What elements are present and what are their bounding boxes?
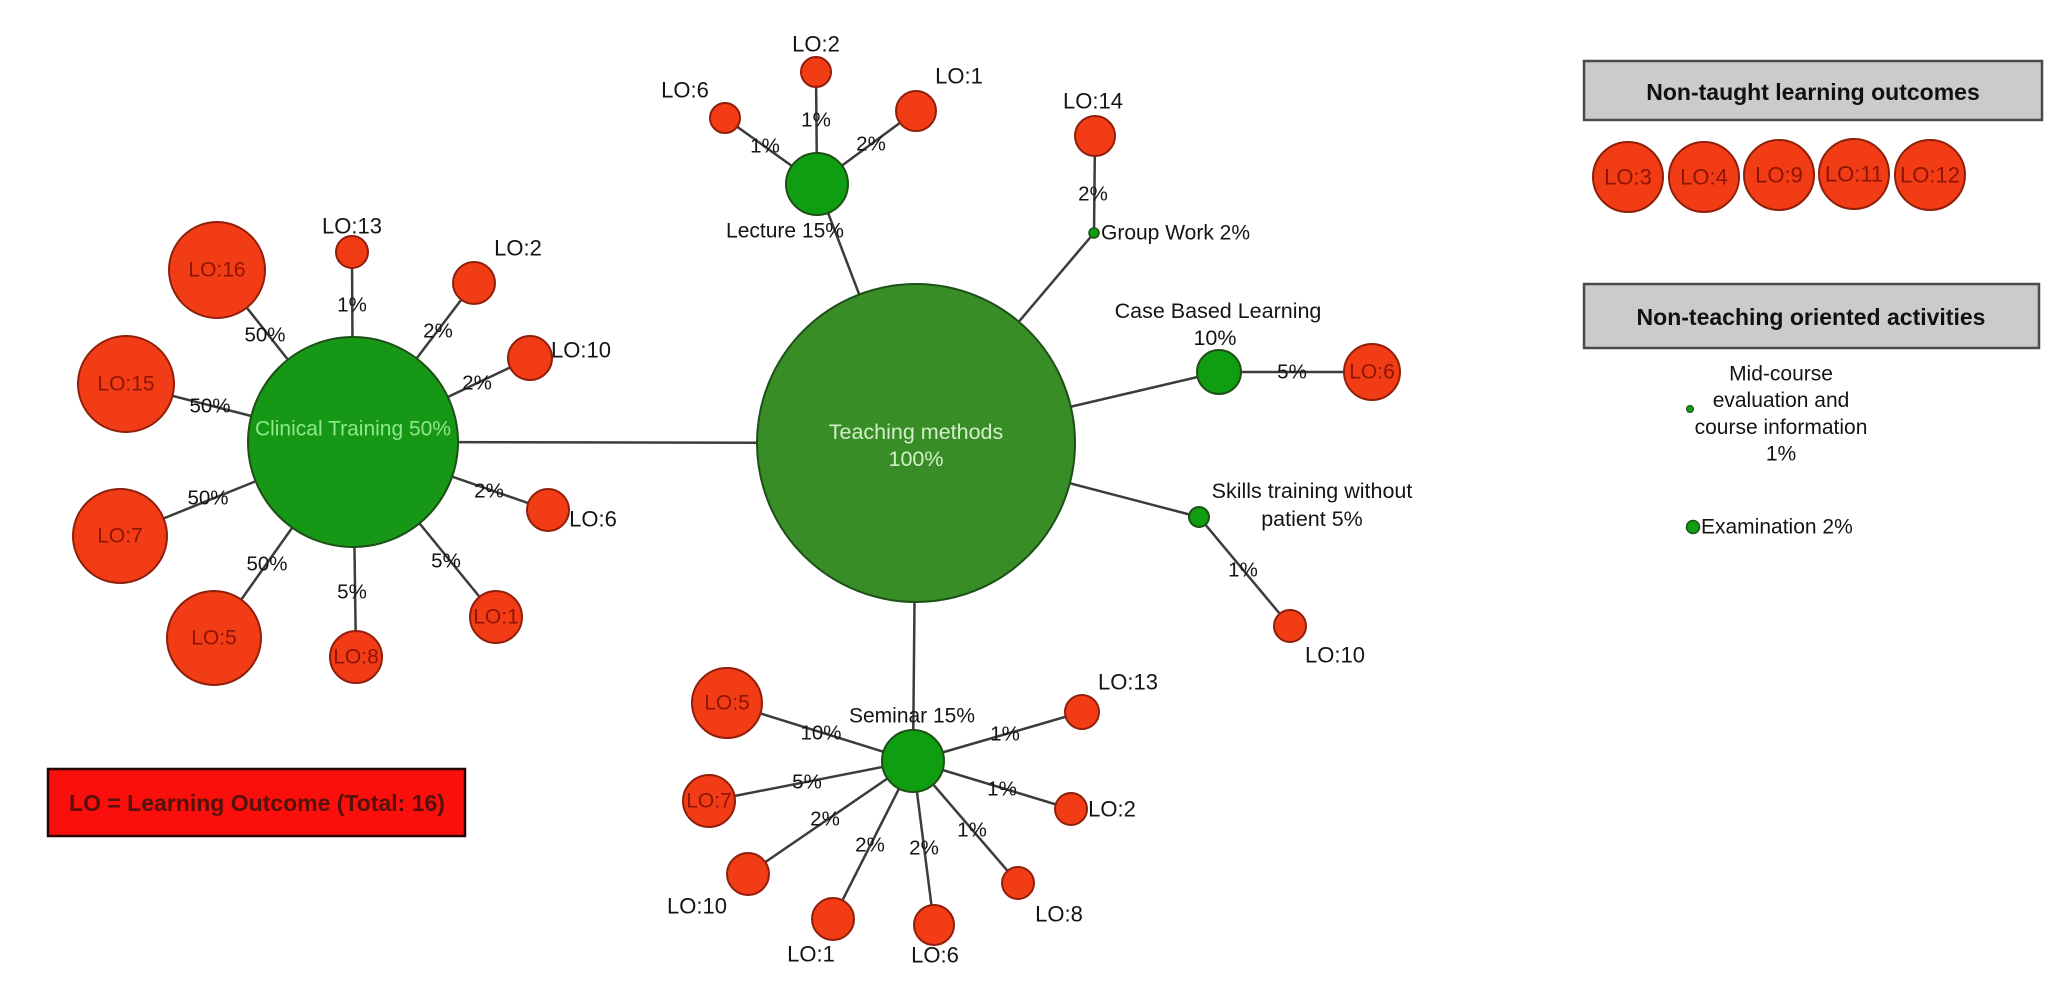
svg-text:LO:6: LO:6 xyxy=(661,78,709,103)
svg-text:5%: 5% xyxy=(431,550,461,573)
svg-text:2%: 2% xyxy=(909,837,939,860)
svg-text:LO:13: LO:13 xyxy=(1098,670,1158,695)
svg-text:LO:1: LO:1 xyxy=(473,606,519,629)
svg-text:patient 5%: patient 5% xyxy=(1261,507,1363,531)
svg-text:LO:14: LO:14 xyxy=(1063,89,1123,114)
svg-text:LO:8: LO:8 xyxy=(1035,902,1083,927)
svg-text:Lecture 15%: Lecture 15% xyxy=(726,220,844,243)
svg-text:Examination 2%: Examination 2% xyxy=(1701,516,1853,539)
svg-text:2%: 2% xyxy=(1078,183,1108,206)
svg-text:50%: 50% xyxy=(244,324,285,347)
svg-text:LO:6: LO:6 xyxy=(911,943,959,968)
svg-text:50%: 50% xyxy=(246,553,287,576)
svg-text:Seminar 15%: Seminar 15% xyxy=(849,705,975,728)
svg-text:LO:5: LO:5 xyxy=(704,692,750,715)
svg-text:LO:3: LO:3 xyxy=(1604,165,1652,190)
svg-text:LO:2: LO:2 xyxy=(1088,797,1136,822)
svg-text:2%: 2% xyxy=(423,320,453,343)
svg-text:LO:10: LO:10 xyxy=(667,894,727,919)
svg-text:5%: 5% xyxy=(792,771,822,794)
svg-text:2%: 2% xyxy=(462,372,492,395)
svg-text:50%: 50% xyxy=(187,487,228,510)
svg-text:LO:12: LO:12 xyxy=(1900,163,1960,188)
svg-text:LO:10: LO:10 xyxy=(551,338,611,363)
svg-text:LO:8: LO:8 xyxy=(333,646,379,669)
svg-text:1%: 1% xyxy=(337,294,367,317)
svg-text:LO:1: LO:1 xyxy=(787,942,835,967)
svg-text:LO:7: LO:7 xyxy=(97,525,143,548)
svg-text:LO:13: LO:13 xyxy=(322,214,382,239)
svg-text:LO:6: LO:6 xyxy=(1349,361,1395,384)
svg-text:Clinical Training 50%: Clinical Training 50% xyxy=(255,418,451,441)
svg-text:LO:11: LO:11 xyxy=(1825,162,1883,187)
svg-text:LO:10: LO:10 xyxy=(1305,643,1365,668)
svg-text:10%: 10% xyxy=(800,722,841,745)
svg-text:LO:16: LO:16 xyxy=(188,259,245,282)
svg-text:LO:2: LO:2 xyxy=(792,32,840,57)
svg-text:Group Work 2%: Group Work 2% xyxy=(1101,222,1250,245)
svg-text:Case Based Learning: Case Based Learning xyxy=(1115,299,1322,323)
svg-text:100%: 100% xyxy=(889,447,944,471)
svg-text:Non-taught learning outcomes: Non-taught learning outcomes xyxy=(1646,79,1980,105)
svg-text:1%: 1% xyxy=(987,778,1017,801)
svg-text:50%: 50% xyxy=(189,395,230,418)
svg-text:1%: 1% xyxy=(990,723,1020,746)
svg-text:LO:6: LO:6 xyxy=(569,507,617,532)
svg-text:Mid-course: Mid-course xyxy=(1729,363,1833,386)
svg-text:5%: 5% xyxy=(337,581,367,604)
svg-text:LO:9: LO:9 xyxy=(1755,163,1803,188)
svg-text:LO:2: LO:2 xyxy=(494,236,542,261)
svg-text:LO:15: LO:15 xyxy=(97,373,154,396)
svg-text:LO:5: LO:5 xyxy=(191,627,237,650)
svg-text:1%: 1% xyxy=(1766,443,1796,466)
svg-text:10%: 10% xyxy=(1193,326,1236,350)
svg-text:LO:7: LO:7 xyxy=(686,790,732,813)
svg-text:LO:4: LO:4 xyxy=(1680,165,1728,190)
svg-text:evaluation and: evaluation and xyxy=(1713,389,1850,412)
svg-text:LO = Learning Outcome (Total:: LO = Learning Outcome (Total: 16) xyxy=(69,790,445,816)
svg-text:2%: 2% xyxy=(855,834,885,857)
svg-text:2%: 2% xyxy=(856,133,886,156)
svg-text:LO:1: LO:1 xyxy=(935,64,983,89)
svg-text:2%: 2% xyxy=(810,808,840,831)
svg-text:Non-teaching oriented activiti: Non-teaching oriented activities xyxy=(1637,304,1986,330)
svg-text:course information: course information xyxy=(1695,416,1868,439)
svg-text:2%: 2% xyxy=(474,480,504,503)
svg-text:1%: 1% xyxy=(1228,559,1258,582)
svg-text:1%: 1% xyxy=(957,819,987,842)
svg-text:1%: 1% xyxy=(801,109,831,132)
svg-text:1%: 1% xyxy=(750,135,780,158)
svg-text:5%: 5% xyxy=(1277,361,1307,384)
svg-text:Skills training without: Skills training without xyxy=(1212,479,1413,503)
svg-text:Teaching methods: Teaching methods xyxy=(829,420,1004,444)
